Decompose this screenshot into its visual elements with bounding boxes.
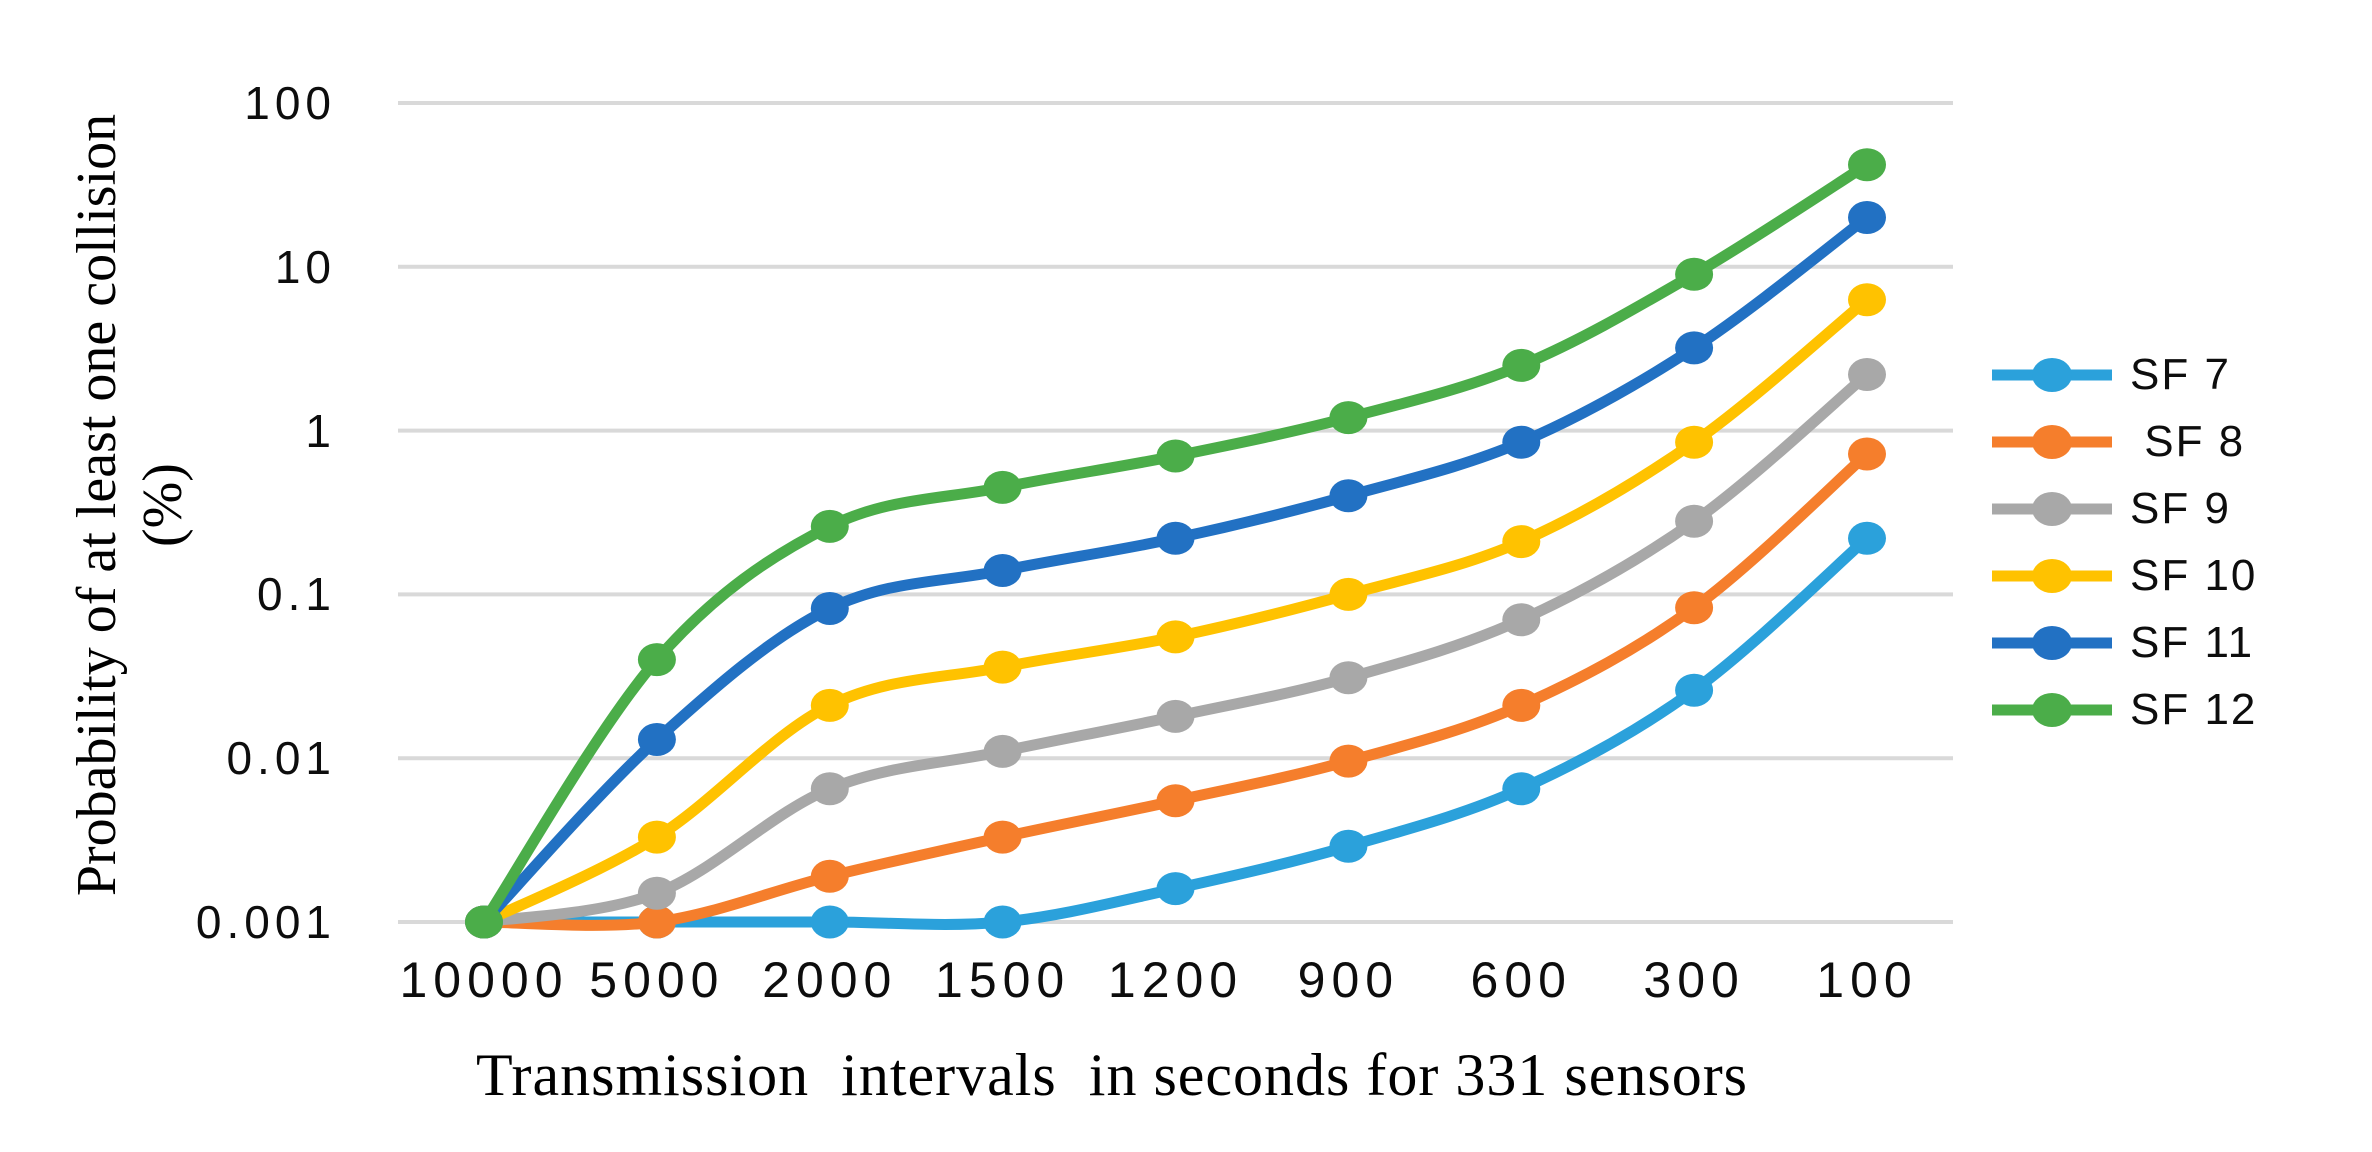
legend-label: SF 8: [2130, 416, 2246, 466]
legend-label: SF 7: [2130, 349, 2231, 399]
data-point-sf-11: [1156, 521, 1195, 555]
x-tick-label: 10000: [399, 952, 569, 1008]
legend-item-sf9: SF 9: [1988, 475, 2257, 542]
data-point-sf-12: [465, 905, 503, 939]
data-point-sf-8: [1675, 591, 1714, 625]
data-point-sf-12: [1156, 439, 1195, 473]
legend-line-marker-icon: [1992, 558, 2112, 593]
y-tick-label: 100: [244, 77, 336, 129]
data-point-sf-7: [1329, 829, 1368, 863]
data-point-sf-10: [810, 688, 849, 722]
data-point-sf-9: [1329, 661, 1368, 695]
data-point-sf-9: [637, 876, 676, 910]
data-point-sf-12: [1848, 148, 1886, 182]
data-point-sf-7: [810, 905, 849, 939]
legend-item-sf8: SF 8: [1988, 408, 2257, 475]
legend-item-sf7: SF 7: [1988, 341, 2257, 408]
x-tick-label: 1500: [935, 952, 1071, 1008]
legend-line-marker-icon: [1992, 491, 2112, 526]
legend-label: SF 11: [2130, 617, 2255, 667]
data-point-sf-10: [1675, 425, 1714, 459]
data-point-sf-8: [637, 905, 676, 939]
data-point-sf-11: [637, 723, 676, 756]
data-point-sf-12: [1329, 401, 1368, 435]
data-point-sf-8: [1502, 688, 1541, 722]
data-point-sf-9: [810, 772, 849, 806]
data-point-sf-8: [983, 820, 1022, 854]
legend-line-marker-icon: [1992, 625, 2112, 660]
data-point-sf-9: [1848, 358, 1886, 391]
legend-item-sf12: SF 12: [1988, 676, 2257, 743]
data-point-sf-9: [1502, 603, 1541, 637]
x-tick-label: 1200: [1107, 952, 1244, 1008]
data-point-sf-8: [1848, 437, 1886, 471]
data-point-sf-10: [1502, 525, 1541, 559]
y-tick-label: 0.01: [226, 732, 336, 785]
data-point-sf-9: [1156, 699, 1195, 733]
data-point-sf-7: [1156, 872, 1195, 906]
data-point-sf-10: [1329, 577, 1368, 611]
x-tick-label: 100: [1816, 952, 1918, 1008]
data-point-sf-10: [983, 650, 1022, 684]
chart-legend: SF 7 SF 8 SF 9 SF 10 SF 11 SF 12: [1988, 341, 2257, 743]
legend-line-marker-icon: [1992, 424, 2112, 459]
data-point-sf-12: [810, 509, 849, 543]
legend-item-sf11: SF 11: [1988, 609, 2257, 676]
y-tick-label: 0.001: [195, 896, 336, 948]
data-point-sf-7: [1848, 521, 1886, 555]
data-point-sf-10: [1156, 620, 1195, 654]
x-tick-label: 2000: [762, 952, 898, 1008]
data-point-sf-11: [1502, 425, 1541, 459]
data-point-sf-7: [1675, 673, 1714, 707]
data-point-sf-8: [810, 859, 849, 893]
data-point-sf-8: [1329, 744, 1368, 778]
series-line-sf-10: [478, 294, 1873, 928]
legend-label: SF 10: [2130, 550, 2258, 600]
legend-line-marker-icon: [1992, 692, 2112, 727]
y-tick-label: 10: [274, 240, 336, 293]
x-axis-title: Transmission intervals in seconds for 33…: [475, 1042, 1749, 1108]
data-point-sf-7: [983, 905, 1022, 939]
data-point-sf-10: [1848, 283, 1886, 317]
legend-label: SF 9: [2130, 483, 2231, 533]
legend-line-marker-icon: [1992, 357, 2112, 392]
data-point-sf-11: [810, 592, 849, 625]
data-point-sf-9: [1675, 504, 1714, 538]
data-point-sf-7: [1502, 772, 1541, 806]
data-point-sf-12: [1502, 348, 1541, 382]
x-tick-label: 600: [1470, 952, 1572, 1008]
y-tick-label: 0.1: [257, 568, 336, 621]
x-tick-label: 300: [1643, 952, 1745, 1008]
x-tick-label: 900: [1297, 952, 1400, 1008]
data-point-sf-12: [637, 643, 676, 677]
data-point-sf-11: [983, 554, 1022, 587]
y-tick-label: 1: [305, 404, 336, 457]
data-point-sf-11: [1329, 479, 1368, 513]
data-point-sf-8: [1156, 784, 1195, 818]
data-point-sf-11: [1675, 331, 1714, 365]
legend-item-sf10: SF 10: [1988, 542, 2257, 609]
data-point-sf-10: [637, 820, 676, 854]
data-point-sf-11: [1848, 201, 1886, 234]
x-tick-label: 5000: [589, 952, 725, 1008]
legend-label: SF 12: [2130, 684, 2258, 734]
data-point-sf-9: [983, 734, 1022, 768]
data-point-sf-12: [983, 470, 1022, 504]
y-axis-title: Probability of at least one collision (%…: [66, 113, 194, 897]
data-point-sf-12: [1675, 257, 1714, 291]
